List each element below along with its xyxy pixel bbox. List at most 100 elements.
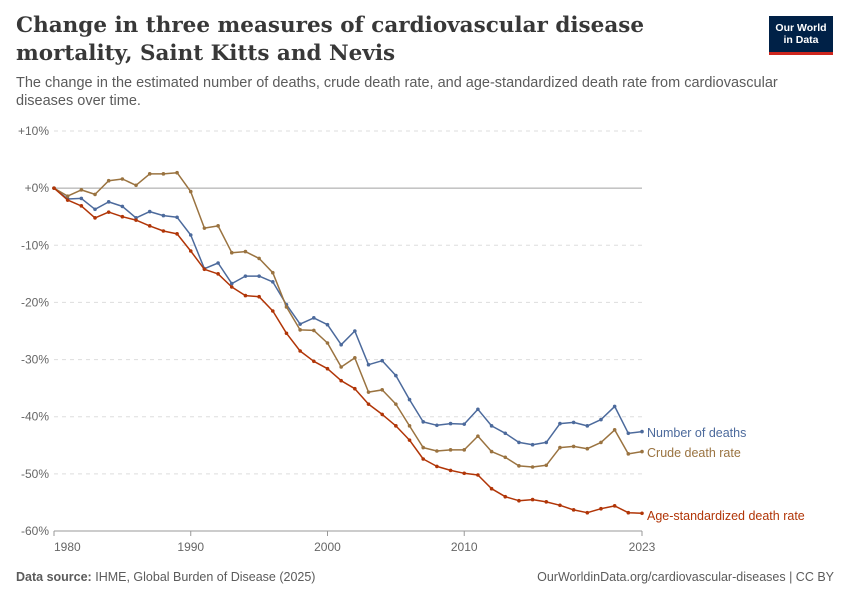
data-point	[407, 438, 412, 442]
data-point	[312, 359, 316, 364]
data-point	[380, 358, 384, 363]
data-point	[503, 431, 508, 436]
data-point	[448, 421, 453, 426]
data-point	[257, 294, 261, 299]
data-point	[339, 365, 343, 369]
data-point	[394, 373, 398, 378]
y-tick-label: -40%	[21, 410, 49, 424]
data-point	[407, 397, 412, 402]
data-point	[312, 316, 316, 320]
data-point	[93, 192, 97, 197]
data-point	[243, 293, 248, 298]
data-point	[93, 216, 97, 220]
data-point	[421, 457, 426, 461]
data-point	[79, 188, 84, 192]
source-url-link[interactable]: OurWorldinData.org/cardiovascular-diseas…	[537, 570, 834, 584]
owid-logo[interactable]: Our World in Data	[769, 16, 833, 55]
data-point	[298, 328, 302, 332]
y-tick-label: +10%	[18, 124, 49, 138]
y-tick-label: +0%	[25, 181, 50, 195]
y-tick-label: -20%	[21, 295, 49, 309]
data-point	[366, 362, 371, 367]
x-tick-label: 2010	[451, 540, 478, 554]
y-tick-label: -30%	[21, 353, 49, 367]
series-line	[53, 187, 643, 446]
data-point	[380, 388, 384, 392]
data-point	[517, 464, 521, 468]
data-point	[229, 281, 234, 286]
data-point	[476, 434, 480, 438]
data-point	[366, 402, 371, 406]
data-point	[353, 329, 357, 333]
series-layer	[52, 170, 644, 516]
data-point	[571, 444, 576, 449]
data-point	[626, 431, 631, 436]
data-point	[106, 210, 111, 214]
data-point	[134, 183, 138, 188]
data-point	[175, 215, 179, 220]
y-tick-label: -60%	[21, 524, 49, 538]
data-point	[626, 452, 631, 456]
data-point	[188, 233, 193, 237]
data-point	[229, 285, 234, 289]
x-tick-label: 1980	[54, 540, 81, 554]
data-point	[366, 390, 371, 394]
data-point	[65, 194, 70, 198]
data-point	[79, 196, 84, 201]
data-point	[106, 200, 111, 204]
data-point	[448, 468, 453, 473]
data-point	[339, 378, 343, 383]
data-point	[612, 404, 617, 409]
data-point	[161, 172, 166, 176]
line-chart: +10% +0% -10% -20% -30% -40% -50% -60% 1980 1990 2…	[18, 124, 805, 554]
data-point	[270, 270, 275, 275]
data-point	[585, 446, 590, 451]
data-point	[298, 349, 302, 353]
data-point	[626, 510, 631, 515]
data-point	[161, 213, 166, 218]
data-point	[188, 249, 193, 253]
data-point	[257, 274, 261, 278]
chart-subtitle: The change in the estimated number of de…	[16, 75, 778, 109]
data-point	[585, 424, 590, 428]
data-point	[435, 464, 439, 469]
data-point	[421, 445, 426, 450]
data-point	[270, 309, 275, 313]
data-point	[147, 172, 152, 176]
data-point	[353, 356, 357, 360]
data-point	[571, 508, 576, 512]
data-point	[517, 498, 521, 503]
series-line	[53, 187, 643, 515]
source-label: Data source:	[16, 570, 92, 584]
source-text: IHME, Global Burden of Disease (2025)	[95, 570, 316, 584]
data-point	[202, 226, 207, 230]
data-point	[476, 473, 480, 477]
x-tick-label: 2000	[314, 540, 341, 554]
data-point	[175, 170, 179, 175]
x-tick-label: 1990	[177, 540, 204, 554]
data-point	[147, 209, 152, 214]
data-point	[175, 232, 179, 236]
data-point	[599, 440, 603, 445]
data-point	[243, 274, 248, 278]
data-point	[257, 256, 261, 261]
data-point	[284, 331, 289, 336]
data-point	[558, 421, 562, 426]
y-tick-label: -10%	[21, 238, 49, 252]
data-point	[65, 198, 70, 202]
data-point	[530, 497, 535, 502]
data-point	[462, 471, 467, 476]
data-point	[448, 448, 453, 452]
data-point	[312, 328, 316, 333]
data-point	[544, 463, 549, 468]
data-point	[106, 178, 111, 183]
data-point	[147, 224, 152, 228]
data-point	[161, 229, 166, 233]
data-point	[120, 204, 125, 209]
data-point	[202, 267, 207, 272]
series-label: Crude death rate	[647, 446, 741, 460]
data-point	[284, 305, 289, 309]
data-point	[243, 249, 248, 254]
data-point	[571, 420, 576, 425]
data-point	[325, 322, 330, 327]
